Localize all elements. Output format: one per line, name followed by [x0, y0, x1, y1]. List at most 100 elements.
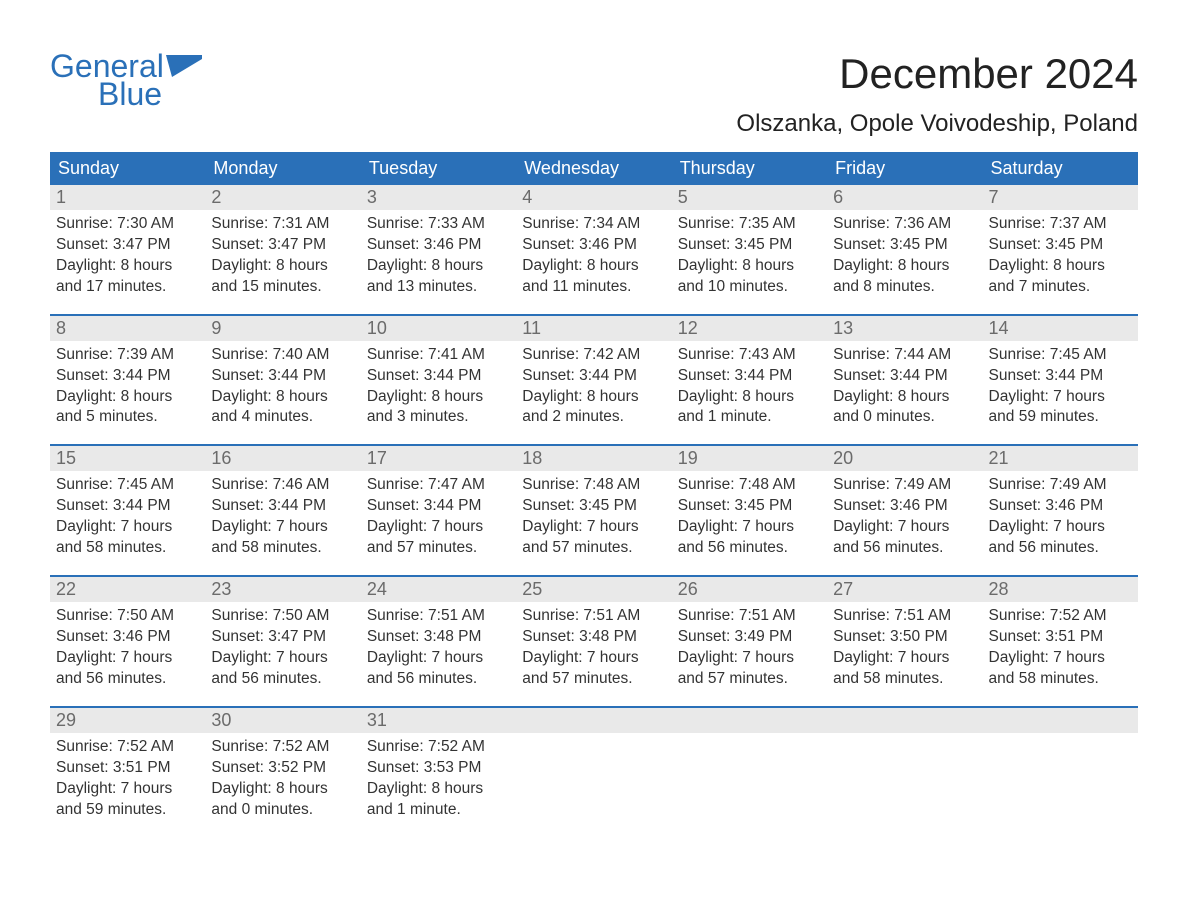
sunset-line: Sunset: 3:44 PM — [211, 366, 354, 387]
cell-body: Sunrise: 7:51 AMSunset: 3:49 PMDaylight:… — [672, 602, 827, 694]
day-header: Tuesday — [361, 152, 516, 185]
week-row: 1Sunrise: 7:30 AMSunset: 3:47 PMDaylight… — [50, 185, 1138, 302]
calendar-cell: 10Sunrise: 7:41 AMSunset: 3:44 PMDayligh… — [361, 316, 516, 433]
daylight-line: and 59 minutes. — [56, 800, 199, 821]
date-number: 12 — [672, 316, 827, 341]
week-row: 29Sunrise: 7:52 AMSunset: 3:51 PMDayligh… — [50, 706, 1138, 825]
cell-body: Sunrise: 7:46 AMSunset: 3:44 PMDaylight:… — [205, 471, 360, 563]
daylight-line: and 7 minutes. — [989, 277, 1132, 298]
sunrise-line: Sunrise: 7:36 AM — [833, 214, 976, 235]
daylight-line: and 56 minutes. — [678, 538, 821, 559]
calendar-cell — [827, 708, 982, 825]
daylight-line: and 56 minutes. — [367, 669, 510, 690]
daylight-line: and 56 minutes. — [56, 669, 199, 690]
cell-body: Sunrise: 7:36 AMSunset: 3:45 PMDaylight:… — [827, 210, 982, 302]
daylight-line: and 56 minutes. — [833, 538, 976, 559]
date-number: 3 — [361, 185, 516, 210]
sunset-line: Sunset: 3:46 PM — [56, 627, 199, 648]
sunset-line: Sunset: 3:44 PM — [678, 366, 821, 387]
calendar-cell: 16Sunrise: 7:46 AMSunset: 3:44 PMDayligh… — [205, 446, 360, 563]
day-header: Friday — [827, 152, 982, 185]
calendar-cell: 25Sunrise: 7:51 AMSunset: 3:48 PMDayligh… — [516, 577, 671, 694]
sunrise-line: Sunrise: 7:44 AM — [833, 345, 976, 366]
date-number: 24 — [361, 577, 516, 602]
calendar-cell: 24Sunrise: 7:51 AMSunset: 3:48 PMDayligh… — [361, 577, 516, 694]
daylight-line: and 8 minutes. — [833, 277, 976, 298]
daylight-line: Daylight: 8 hours — [989, 256, 1132, 277]
week-row: 15Sunrise: 7:45 AMSunset: 3:44 PMDayligh… — [50, 444, 1138, 563]
date-number — [983, 708, 1138, 733]
calendar-cell: 15Sunrise: 7:45 AMSunset: 3:44 PMDayligh… — [50, 446, 205, 563]
date-number — [827, 708, 982, 733]
cell-body: Sunrise: 7:50 AMSunset: 3:46 PMDaylight:… — [50, 602, 205, 694]
daylight-line: Daylight: 7 hours — [833, 648, 976, 669]
daylight-line: Daylight: 8 hours — [678, 387, 821, 408]
daylight-line: and 58 minutes. — [56, 538, 199, 559]
daylight-line: Daylight: 8 hours — [833, 387, 976, 408]
sunset-line: Sunset: 3:51 PM — [989, 627, 1132, 648]
daylight-line: and 58 minutes. — [989, 669, 1132, 690]
date-number: 21 — [983, 446, 1138, 471]
daylight-line: Daylight: 8 hours — [211, 256, 354, 277]
date-number: 5 — [672, 185, 827, 210]
daylight-line: and 1 minute. — [678, 407, 821, 428]
sunset-line: Sunset: 3:45 PM — [678, 496, 821, 517]
calendar-cell: 19Sunrise: 7:48 AMSunset: 3:45 PMDayligh… — [672, 446, 827, 563]
daylight-line: and 11 minutes. — [522, 277, 665, 298]
sunrise-line: Sunrise: 7:51 AM — [367, 606, 510, 627]
sunset-line: Sunset: 3:44 PM — [367, 496, 510, 517]
cell-body: Sunrise: 7:37 AMSunset: 3:45 PMDaylight:… — [983, 210, 1138, 302]
brand-logo: General Blue — [50, 50, 202, 110]
daylight-line: and 58 minutes. — [211, 538, 354, 559]
cell-body: Sunrise: 7:52 AMSunset: 3:51 PMDaylight:… — [50, 733, 205, 825]
daylight-line: Daylight: 7 hours — [56, 517, 199, 538]
sunrise-line: Sunrise: 7:30 AM — [56, 214, 199, 235]
sunrise-line: Sunrise: 7:45 AM — [56, 475, 199, 496]
daylight-line: Daylight: 8 hours — [522, 256, 665, 277]
date-number: 9 — [205, 316, 360, 341]
calendar-cell: 13Sunrise: 7:44 AMSunset: 3:44 PMDayligh… — [827, 316, 982, 433]
day-header: Monday — [205, 152, 360, 185]
date-number: 19 — [672, 446, 827, 471]
calendar-cell: 12 Sunrise: 7:43 AMSunset: 3:44 PMDayligh… — [672, 316, 827, 433]
date-number: 1 — [50, 185, 205, 210]
sunrise-line: Sunrise: 7:43 AM — [678, 345, 821, 366]
sunset-line: Sunset: 3:44 PM — [367, 366, 510, 387]
calendar-cell: 30Sunrise: 7:52 AMSunset: 3:52 PMDayligh… — [205, 708, 360, 825]
sunrise-line: Sunrise: 7:51 AM — [522, 606, 665, 627]
sunrise-line: Sunrise: 7:51 AM — [678, 606, 821, 627]
daylight-line: Daylight: 8 hours — [56, 256, 199, 277]
cell-body: Sunrise: 7:52 AMSunset: 3:51 PMDaylight:… — [983, 602, 1138, 694]
day-header: Sunday — [50, 152, 205, 185]
calendar-cell: 28Sunrise: 7:52 AMSunset: 3:51 PMDayligh… — [983, 577, 1138, 694]
cell-body — [827, 733, 982, 741]
sunrise-line: Sunrise: 7:52 AM — [989, 606, 1132, 627]
sunset-line: Sunset: 3:44 PM — [989, 366, 1132, 387]
calendar-cell — [516, 708, 671, 825]
daylight-line: and 2 minutes. — [522, 407, 665, 428]
sunrise-line: Sunrise: 7:39 AM — [56, 345, 199, 366]
daylight-line: Daylight: 8 hours — [522, 387, 665, 408]
calendar-cell: 18Sunrise: 7:48 AMSunset: 3:45 PMDayligh… — [516, 446, 671, 563]
day-header: Wednesday — [516, 152, 671, 185]
daylight-line: and 57 minutes. — [522, 538, 665, 559]
daylight-line: and 17 minutes. — [56, 277, 199, 298]
daylight-line: Daylight: 7 hours — [989, 517, 1132, 538]
sunset-line: Sunset: 3:48 PM — [522, 627, 665, 648]
sunrise-line: Sunrise: 7:37 AM — [989, 214, 1132, 235]
date-number: 31 — [361, 708, 516, 733]
cell-body: Sunrise: 7:50 AMSunset: 3:47 PMDaylight:… — [205, 602, 360, 694]
date-number: 27 — [827, 577, 982, 602]
date-number: 30 — [205, 708, 360, 733]
calendar-cell: 20Sunrise: 7:49 AMSunset: 3:46 PMDayligh… — [827, 446, 982, 563]
page-title: December 2024 — [736, 50, 1138, 98]
daylight-line: and 58 minutes. — [833, 669, 976, 690]
brand-word-2: Blue — [50, 78, 202, 110]
sunset-line: Sunset: 3:45 PM — [678, 235, 821, 256]
cell-body: Sunrise: 7:47 AMSunset: 3:44 PMDaylight:… — [361, 471, 516, 563]
sunset-line: Sunset: 3:44 PM — [522, 366, 665, 387]
daylight-line: Daylight: 7 hours — [678, 517, 821, 538]
date-number: 13 — [827, 316, 982, 341]
calendar-cell — [672, 708, 827, 825]
date-number — [516, 708, 671, 733]
